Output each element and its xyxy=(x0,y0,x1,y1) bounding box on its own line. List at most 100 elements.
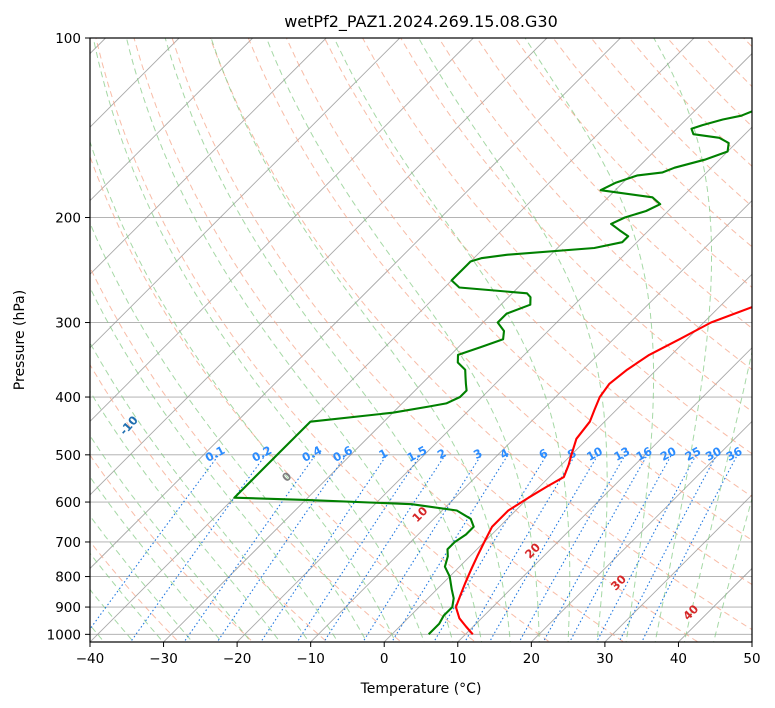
mixing-ratio-line xyxy=(216,454,347,642)
moist-adiabat-line xyxy=(90,140,396,642)
moist-adiabats xyxy=(90,38,752,642)
isotherm-line xyxy=(751,641,752,642)
dry-adiabat-line xyxy=(90,454,254,642)
dry-adiabat-line xyxy=(285,38,752,541)
mixing-ratio-line xyxy=(90,454,220,630)
moist-adiabat-line xyxy=(418,38,608,642)
mixing-ratio-line xyxy=(433,454,548,642)
mixing-ratio-label: 6 xyxy=(536,446,550,462)
mixing-ratio-line xyxy=(296,454,421,642)
dry-adiabat-line xyxy=(705,38,752,88)
mixing-ratio-line xyxy=(464,454,576,642)
x-tick-label: −10 xyxy=(296,651,325,667)
moist-adiabat-line xyxy=(210,38,511,642)
dry-adiabat-line xyxy=(628,38,752,167)
isotherm-line xyxy=(90,38,401,349)
plot-area: 0.10.20.40.611.52346810131620253036-100-… xyxy=(90,38,752,642)
moist-adiabat-line xyxy=(90,286,339,642)
dry-adiabats xyxy=(90,38,752,642)
moist-adiabat-line xyxy=(333,38,571,642)
isotherm-line xyxy=(604,494,752,642)
moist-adiabat-line xyxy=(653,38,712,642)
moist-adiabat-line xyxy=(90,588,135,642)
dry-adiabat-line xyxy=(743,38,752,48)
mixing-ratio-label: 30 xyxy=(703,444,724,464)
mixing-ratio-line xyxy=(569,454,672,642)
y-axis-label: Pressure (hPa) xyxy=(12,290,28,390)
moist-adiabat-line xyxy=(524,38,655,642)
moist-adiabat-label: 20 xyxy=(522,540,543,561)
y-tick-label: 100 xyxy=(55,31,81,47)
y-tick-label: 400 xyxy=(55,390,81,406)
isotherm-line xyxy=(383,273,752,642)
isotherm-line xyxy=(90,38,474,422)
moist-adiabat-line xyxy=(90,434,252,642)
y-tick-label: 1000 xyxy=(47,627,81,643)
mixing-ratio-line xyxy=(618,454,718,642)
mixing-ratio-label: 36 xyxy=(724,444,745,464)
background-line-labels: 0.10.20.40.611.52346810131620253036-100-… xyxy=(117,413,745,623)
y-tick-label: 300 xyxy=(55,316,81,332)
moist-adiabat-line xyxy=(90,221,368,642)
mixing-ratio-line xyxy=(323,454,446,642)
dry-adiabat-line xyxy=(476,38,752,329)
y-axis-ticks: 100 200 300 400 500 600 700 800 900 1000 xyxy=(47,31,90,643)
mixing-ratio-label: 0.1 xyxy=(203,443,228,465)
isotherm-line xyxy=(90,38,695,642)
plot-frame xyxy=(89,37,753,643)
x-tick-label: −20 xyxy=(223,651,252,667)
isotherm-line xyxy=(531,420,752,642)
x-tick-label: 40 xyxy=(670,651,687,667)
isotherm-line xyxy=(90,38,253,202)
mixing-ratio-line xyxy=(362,454,482,642)
dry-adiabat-line xyxy=(247,38,752,586)
dry-adiabat-line xyxy=(95,38,551,642)
mixing-ratio-line xyxy=(391,454,509,642)
dry-adiabat-line xyxy=(171,38,699,642)
moist-adiabat-line xyxy=(92,38,425,642)
dry-adiabat-line xyxy=(209,38,752,631)
mixing-ratio-label: 4 xyxy=(498,446,512,462)
temperature-profile-line xyxy=(454,305,752,635)
isotherm-line xyxy=(90,38,621,570)
moist-adiabat-line xyxy=(90,476,223,642)
mixing-ratio-label: 25 xyxy=(683,444,704,464)
dewpoint-profile-line xyxy=(233,110,752,636)
isotherm-line xyxy=(90,38,327,275)
y-tick-label: 700 xyxy=(55,535,81,551)
moist-adiabat-line xyxy=(126,38,454,642)
chart-title: wetPf2_PAZ1.2024.269.15.08.G30 xyxy=(284,12,558,32)
pressure-gridlines xyxy=(90,38,752,635)
isotherm-line xyxy=(457,347,752,642)
moist-adiabat-line xyxy=(164,38,483,642)
mixing-ratio-label: 1 xyxy=(376,446,390,462)
dry-adiabat-line xyxy=(90,155,477,642)
isotherm-line xyxy=(90,38,548,496)
mixing-ratio-label: 3 xyxy=(471,446,485,462)
x-axis-label: Temperature (°C) xyxy=(360,681,482,697)
mixing-ratio-line xyxy=(596,454,697,642)
mixing-ratio-label: 0.6 xyxy=(330,443,355,465)
mixing-ratio-label: 1.5 xyxy=(405,443,430,465)
moist-adiabat-line xyxy=(90,341,310,642)
x-tick-label: 20 xyxy=(523,651,540,667)
x-tick-label: 0 xyxy=(380,651,389,667)
dry-adiabat-line xyxy=(90,363,328,642)
dry-adiabat-label: -10 xyxy=(117,413,141,438)
mixing-ratio-label: 20 xyxy=(658,444,679,464)
y-tick-label: 600 xyxy=(55,495,81,511)
mixing-ratio-label: 10 xyxy=(584,444,605,464)
moist-adiabat-label: 0 xyxy=(279,469,295,485)
moist-adiabat-line xyxy=(683,349,752,642)
dry-adiabat-line xyxy=(90,266,403,642)
dry-adiabat-line xyxy=(362,38,752,455)
x-tick-label: 30 xyxy=(596,651,613,667)
mixing-ratio-lines xyxy=(90,454,738,642)
skewed-isotherms xyxy=(90,38,752,642)
y-tick-label: 500 xyxy=(55,448,81,464)
profile-series xyxy=(233,110,752,636)
moist-adiabat-line xyxy=(90,390,281,642)
x-axis-ticks: −40 −30 −20 −10 0 10 20 30 40 50 xyxy=(76,642,761,667)
x-tick-label: 10 xyxy=(449,651,466,667)
